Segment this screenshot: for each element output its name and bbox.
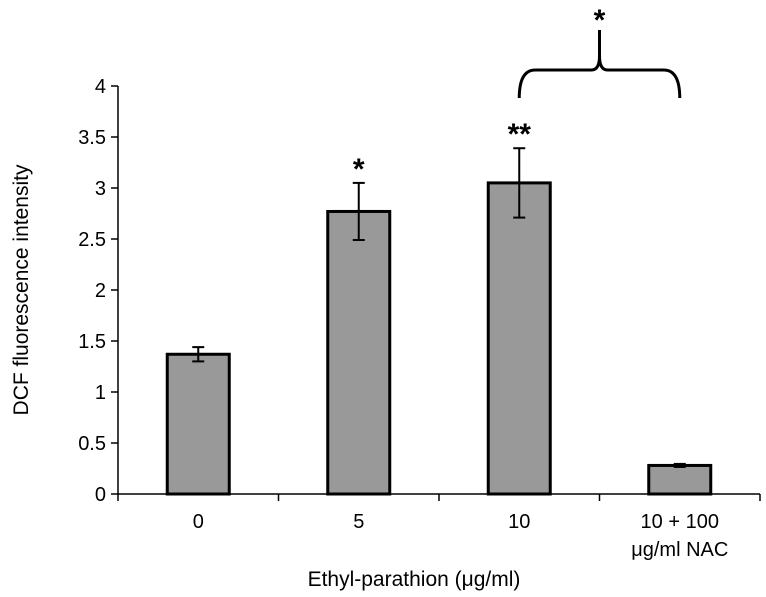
y-tick-label: 0.5 [78, 433, 106, 455]
x-tick-label: 10 [508, 511, 530, 533]
x-tick-label: 0 [193, 511, 204, 533]
y-tick-label: 4 [95, 76, 106, 98]
x-tick-label: 10 + 100 [641, 511, 719, 533]
significance-marker: ** [508, 118, 532, 151]
y-tick-label: 2 [95, 280, 106, 302]
bar [649, 465, 711, 494]
y-tick-label: 3 [95, 178, 106, 200]
y-tick-label: 1.5 [78, 331, 106, 353]
error-bars [192, 148, 686, 467]
significance-marks: **** [353, 4, 680, 186]
x-tick-label: 5 [353, 511, 364, 533]
x-tick-label: μg/ml NAC [631, 539, 728, 561]
bar [488, 183, 550, 494]
bar [328, 211, 390, 494]
y-tick-label: 0 [95, 484, 106, 506]
y-tick-label: 3.5 [78, 127, 106, 149]
x-axis-title: Ethyl-parathion (μg/ml) [308, 568, 521, 591]
bar [167, 354, 229, 494]
y-tick-label: 1 [95, 382, 106, 404]
y-tick-label: 2.5 [78, 229, 106, 251]
comparison-significance-marker: * [594, 4, 606, 37]
bars [167, 183, 711, 494]
significance-marker: * [353, 153, 365, 186]
y-axis-title: DCF fluorescence intensity [10, 164, 33, 415]
x-axis-tick-labels: 0 5 10 10 + 100 μg/ml NAC [193, 511, 729, 561]
comparison-bracket [519, 56, 680, 98]
